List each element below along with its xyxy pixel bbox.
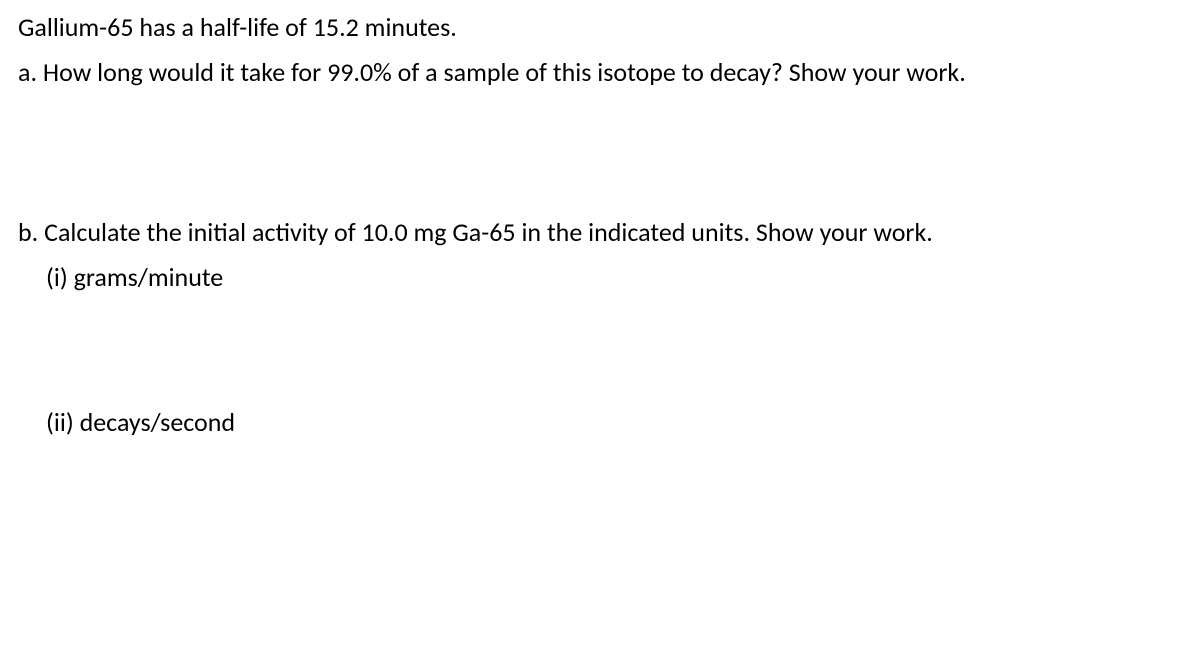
sub-part-i: (i) grams/minute [18,260,1182,295]
document-page: Gallium-65 has a half-life of 15.2 minut… [0,0,1200,460]
workspace-b-i [18,305,1182,405]
part-b: b. Calculate the initial activity of 10.… [18,215,1182,250]
problem-intro: Gallium-65 has a half-life of 15.2 minut… [18,10,1182,45]
workspace-a [18,100,1182,215]
sub-part-ii: (ii) decays/second [18,405,1182,440]
part-a: a. How long would it take for 99.0% of a… [18,55,1182,90]
